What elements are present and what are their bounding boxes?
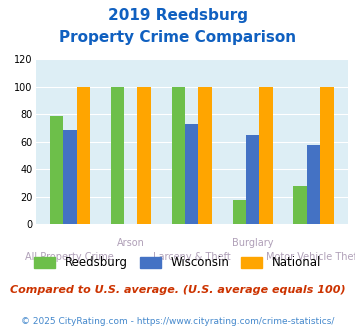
Text: Property Crime Comparison: Property Crime Comparison [59,30,296,45]
Bar [246,135,260,224]
Bar [260,87,273,224]
Text: Arson: Arson [117,238,145,248]
Bar [137,87,151,224]
Legend: Reedsburg, Wisconsin, National: Reedsburg, Wisconsin, National [29,252,326,274]
Bar [294,186,307,224]
Bar [77,87,90,224]
Text: Compared to U.S. average. (U.S. average equals 100): Compared to U.S. average. (U.S. average … [10,285,345,295]
Text: © 2025 CityRating.com - https://www.cityrating.com/crime-statistics/: © 2025 CityRating.com - https://www.city… [21,317,334,326]
Text: 2019 Reedsburg: 2019 Reedsburg [108,8,247,23]
Bar [233,200,246,224]
Text: Burglary: Burglary [232,238,273,248]
Text: Larceny & Theft: Larceny & Theft [153,252,231,262]
Bar [185,124,198,224]
Text: All Property Crime: All Property Crime [26,252,114,262]
Bar [63,129,77,224]
Bar [198,87,212,224]
Bar [111,87,124,224]
Bar [171,87,185,224]
Bar [307,145,320,224]
Bar [320,87,334,224]
Text: Motor Vehicle Theft: Motor Vehicle Theft [266,252,355,262]
Bar [50,116,63,224]
